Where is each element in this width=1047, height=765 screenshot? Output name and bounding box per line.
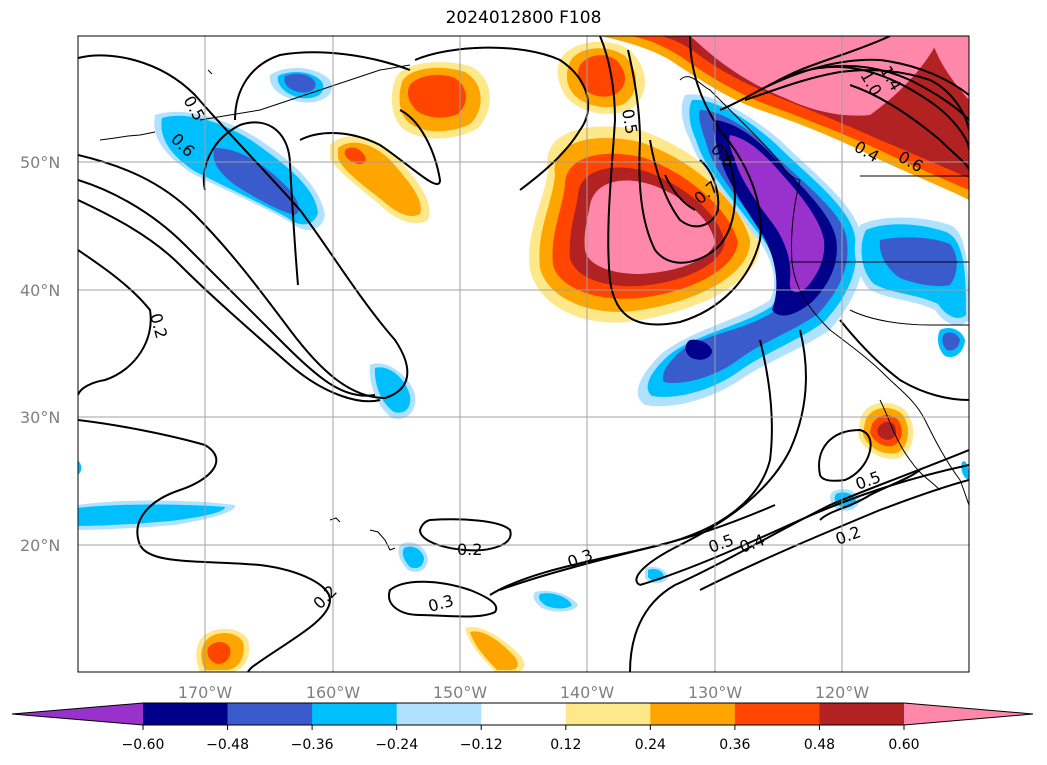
colorbar-segment: [143, 703, 229, 725]
map-content: 0.5 0.6 0.2 0.5 0.6 0.7 0.4 0.6 0.3 0.2 …: [78, 36, 969, 672]
colorbar-tick-label: −0.48: [206, 737, 249, 753]
positive-anomaly-gulf: [391, 62, 490, 139]
colorbar-tick-label: 0.12: [550, 737, 581, 753]
colorbar-tick-label: 0.36: [719, 737, 750, 753]
contour-label: 0.5: [618, 107, 641, 135]
lon-label: 130°W: [688, 683, 743, 702]
latitude-labels: 50°N 40°N 30°N 20°N: [20, 153, 60, 555]
contour-label: 0.2: [457, 540, 482, 559]
colorbar-max-extension: [904, 703, 1033, 725]
colorbar-tick-label: −0.12: [460, 737, 503, 753]
contours: [78, 36, 969, 672]
longitude-labels: 170°W 160°W 150°W 140°W 130°W 120°W: [178, 683, 870, 702]
lat-label: 30°N: [20, 408, 60, 427]
colorbar-tick-label: −0.60: [122, 737, 165, 753]
positive-anomaly-south: [196, 626, 525, 672]
positive-anomaly-aleutian: [330, 136, 430, 224]
colorbar-min-extension: [12, 703, 143, 725]
colorbar-segment: [734, 703, 820, 725]
colorbar-segment: [396, 703, 482, 725]
negative-anomaly-tropics: [78, 460, 969, 612]
lat-label: 50°N: [20, 153, 60, 172]
colorbar-segment: [650, 703, 736, 725]
lon-label: 170°W: [178, 683, 233, 702]
colorbar-tick-label: 0.24: [635, 737, 666, 753]
colorbar-segment: [819, 703, 905, 725]
colorbar-tick-label: −0.24: [375, 737, 418, 753]
colorbar-segment: [312, 703, 398, 725]
lat-label: 40°N: [20, 281, 60, 300]
colorbar-segment: [565, 703, 651, 725]
colorbar: −0.60 −0.48 −0.36 −0.24 −0.12 0.12 0.24 0.36 0.4…: [11, 702, 1034, 753]
lon-label: 120°W: [815, 683, 870, 702]
colorbar-ticks: −0.60 −0.48 −0.36 −0.24 −0.12 0.12 0.24 0.36 0.4…: [122, 725, 920, 753]
negative-anomaly-coast: [637, 94, 969, 407]
colorbar-tick-label: 0.60: [888, 737, 919, 753]
map-title: 2024012800 F108: [445, 8, 602, 28]
negative-anomaly-central: [369, 363, 416, 419]
gridlines: [78, 36, 969, 672]
positive-anomaly-northeast: [600, 36, 969, 200]
colorbar-segment: [481, 703, 567, 725]
lon-label: 150°W: [433, 683, 488, 702]
colorbar-tick-label: 0.48: [804, 737, 835, 753]
coastlines: [99, 64, 969, 551]
map-border: [77, 35, 970, 673]
colorbar-tick-label: −0.36: [291, 737, 334, 753]
colorbar-segment: [227, 703, 313, 725]
colorbar-segments: [143, 703, 905, 725]
negative-anomaly-westpac: [154, 68, 332, 231]
lat-label: 20°N: [20, 536, 60, 555]
lon-label: 140°W: [560, 683, 615, 702]
lon-label: 160°W: [306, 683, 361, 702]
